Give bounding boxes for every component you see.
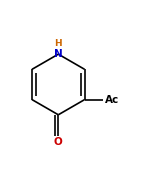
Text: Ac: Ac [105, 95, 119, 105]
Text: H: H [54, 39, 62, 48]
Text: O: O [54, 137, 63, 147]
Text: N: N [54, 49, 63, 59]
